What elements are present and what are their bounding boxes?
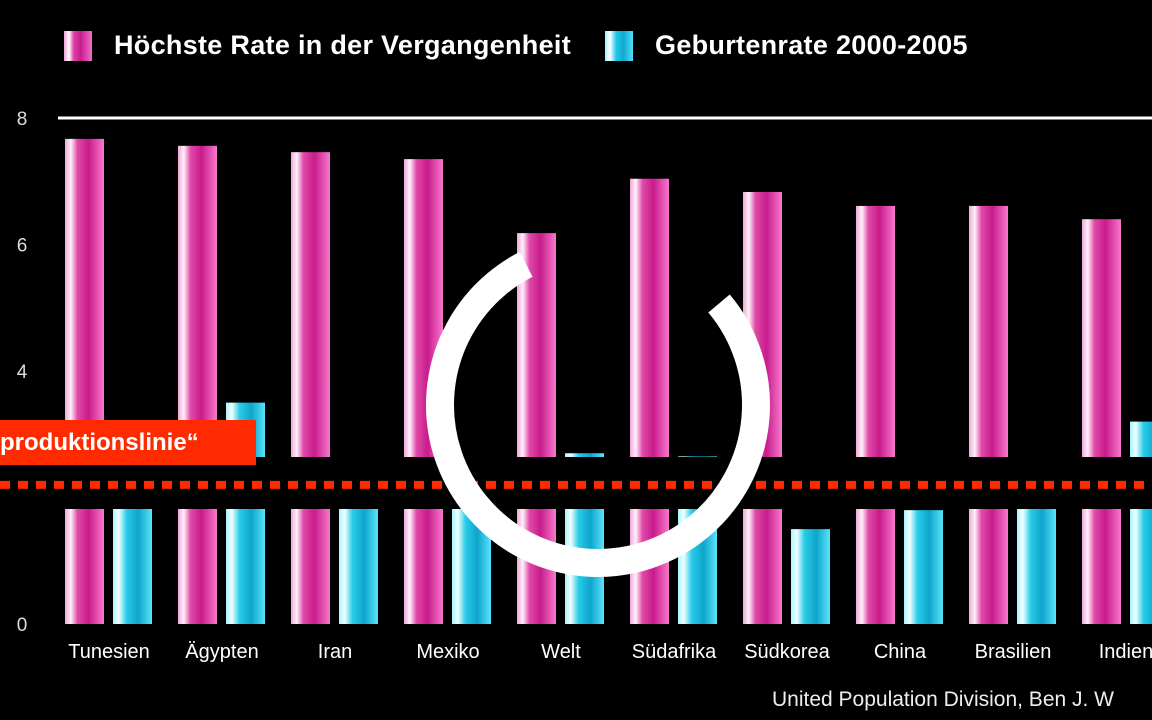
spinner-icon bbox=[426, 233, 770, 577]
reference-line-label: produktionslinie“ bbox=[0, 420, 256, 465]
legend: Höchste Rate in der Vergangenheit Geburt… bbox=[64, 30, 1002, 61]
bar-birth-rate bbox=[791, 529, 830, 624]
legend-label: Geburtenrate 2000-2005 bbox=[655, 30, 968, 60]
bar-highest-rate bbox=[1082, 219, 1121, 624]
x-tick-label: Brasilien bbox=[975, 641, 1052, 663]
bar-birth-rate bbox=[1130, 421, 1152, 624]
bar-highest-rate bbox=[178, 145, 217, 624]
x-tick-label: Indien bbox=[1099, 641, 1152, 663]
x-tick-label: Ägypten bbox=[185, 641, 258, 663]
bar-highest-rate bbox=[291, 152, 330, 624]
legend-swatch-pink bbox=[64, 30, 92, 61]
bar-highest-rate bbox=[65, 138, 104, 624]
bar-highest-rate bbox=[969, 205, 1008, 625]
legend-item-highest-rate: Höchste Rate in der Vergangenheit bbox=[64, 30, 571, 61]
bar-birth-rate bbox=[904, 510, 943, 624]
reference-line-label-text: produktionslinie“ bbox=[0, 429, 199, 456]
x-tick-label: Welt bbox=[541, 641, 581, 663]
x-tick-label: Iran bbox=[318, 641, 352, 663]
x-tick-label: Südafrika bbox=[632, 641, 717, 663]
bar-birth-rate bbox=[113, 497, 152, 624]
x-tick-label: Südkorea bbox=[744, 641, 830, 663]
y-tick-label: 8 bbox=[17, 109, 28, 130]
y-tick-label: 4 bbox=[17, 362, 28, 383]
source-note: United Population Division, Ben J. W bbox=[772, 688, 1114, 711]
legend-item-birth-rate: Geburtenrate 2000-2005 bbox=[605, 30, 968, 61]
x-tick-label: China bbox=[874, 641, 927, 663]
legend-label: Höchste Rate in der Vergangenheit bbox=[114, 30, 572, 60]
x-tick-label: Mexiko bbox=[416, 641, 479, 663]
x-tick-label: Tunesien bbox=[68, 641, 150, 663]
bar-highest-rate bbox=[856, 205, 895, 625]
y-tick-label: 6 bbox=[17, 236, 28, 257]
y-tick-label: 0 bbox=[17, 615, 28, 636]
legend-swatch-cyan bbox=[605, 30, 634, 61]
bar-birth-rate bbox=[339, 491, 378, 624]
